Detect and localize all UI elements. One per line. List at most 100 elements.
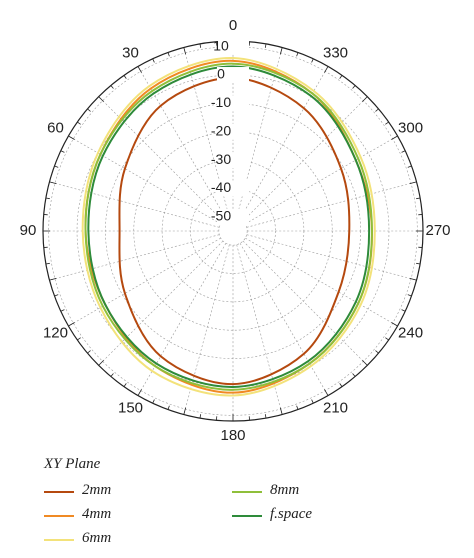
ring-tick [279, 47, 283, 55]
grid-spoke [245, 237, 398, 327]
ring-tick [352, 373, 356, 377]
ring-tick [324, 389, 329, 396]
grid-spoke [68, 237, 221, 327]
radial-label: -20 [211, 122, 231, 138]
angle-label: 90 [20, 222, 37, 239]
legend-swatch-8mm [232, 491, 262, 493]
grid-spoke [246, 234, 417, 281]
ring-tick [68, 135, 75, 140]
grid-spoke [137, 243, 227, 396]
angle-label: 300 [398, 119, 423, 136]
legend-swatch-2mm [44, 491, 74, 493]
series-8mm-line [84, 62, 373, 391]
legend-label-2mm: 2mm [82, 482, 112, 498]
ring-tick [54, 294, 59, 297]
grid-spoke [246, 181, 417, 228]
polar-grid [42, 40, 424, 422]
ring-tick [375, 350, 379, 354]
ring-tick [87, 350, 91, 354]
ring-tick [296, 405, 299, 410]
angle-label: 240 [398, 324, 423, 341]
ring-tick [416, 262, 421, 265]
grid-spoke [242, 96, 368, 222]
ring-tick [409, 277, 417, 281]
ring-tick [45, 197, 50, 200]
ring-tick [296, 52, 299, 57]
ring-tick [279, 407, 283, 415]
grid-spoke [239, 243, 329, 396]
legend-title: XY Plane [44, 456, 101, 472]
series-f-space-line [87, 65, 371, 388]
angle-label: 0 [229, 17, 237, 34]
ring-tick [60, 309, 65, 312]
ring-tick [123, 75, 127, 79]
angle-label: 150 [118, 400, 143, 417]
grid-spoke [137, 66, 227, 219]
ring-tick [407, 165, 412, 168]
r-label-bg [217, 180, 249, 197]
ring-tick [45, 262, 50, 265]
radial-label: -30 [211, 151, 231, 167]
ring-tick [362, 96, 368, 102]
ring-tick [110, 373, 114, 377]
legend: XY Plane 2mm 4mm 6mm 8mm f.space [0, 452, 474, 558]
ring-tick [137, 389, 142, 396]
angle-label: 180 [220, 427, 245, 444]
polar-chart: 0306090120150180210240270300330100-10-20… [20, 17, 451, 444]
angle-label: 270 [425, 222, 450, 239]
r-label-bg [217, 67, 249, 84]
ring-tick [183, 47, 187, 55]
grid-spoke [49, 181, 220, 228]
ring-tick [385, 121, 389, 125]
angle-label: 120 [43, 324, 68, 341]
r-label-bg [217, 95, 249, 112]
ring-tick [401, 309, 406, 312]
grid-spoke [98, 240, 224, 366]
angle-label: 30 [122, 44, 139, 61]
legend-label-6mm: 6mm [82, 530, 112, 546]
series-6mm-line [81, 57, 376, 397]
legend-label-8mm: 8mm [270, 482, 300, 498]
radial-label: -40 [211, 179, 231, 195]
grid-spoke [239, 66, 329, 219]
ring-tick [407, 294, 412, 297]
ring-tick [339, 75, 343, 79]
grid-spoke [242, 240, 368, 366]
polar-labels: 0306090120150180210240270300330100-10-20… [20, 17, 451, 444]
series-2mm-line [118, 76, 351, 386]
polar-curves [81, 57, 376, 397]
r-label-bg [217, 152, 249, 169]
grid-spoke [98, 96, 224, 222]
r-label-bg [217, 123, 249, 140]
r-label-bg [217, 38, 249, 55]
ring-tick [362, 360, 368, 366]
legend-label-4mm: 4mm [82, 506, 112, 522]
ring-tick [98, 360, 104, 366]
ring-tick [401, 150, 406, 153]
grid-ring [190, 188, 276, 274]
ring-tick [49, 181, 57, 185]
ring-tick [391, 322, 398, 327]
ring-tick [311, 399, 314, 404]
ring-tick [137, 66, 142, 73]
ring-tick [68, 322, 75, 327]
ring-tick [152, 399, 155, 404]
ring-tick [77, 121, 81, 125]
ring-tick [167, 405, 170, 410]
legend-label-fspace: f.space [270, 506, 313, 522]
ring-tick [98, 96, 104, 102]
ring-tick [54, 165, 59, 168]
grid-spoke [183, 244, 230, 415]
angle-label: 210 [323, 400, 348, 417]
angle-label: 330 [323, 44, 348, 61]
legend-swatch-4mm [44, 515, 74, 517]
ring-tick [409, 181, 417, 185]
ring-tick [199, 414, 202, 419]
radial-label: -50 [211, 208, 231, 224]
ring-tick [152, 58, 155, 63]
radial-label: -10 [211, 94, 231, 110]
ring-tick [77, 337, 81, 341]
ring-tick [60, 150, 65, 153]
ring-tick [183, 407, 187, 415]
ring-tick [110, 85, 114, 89]
